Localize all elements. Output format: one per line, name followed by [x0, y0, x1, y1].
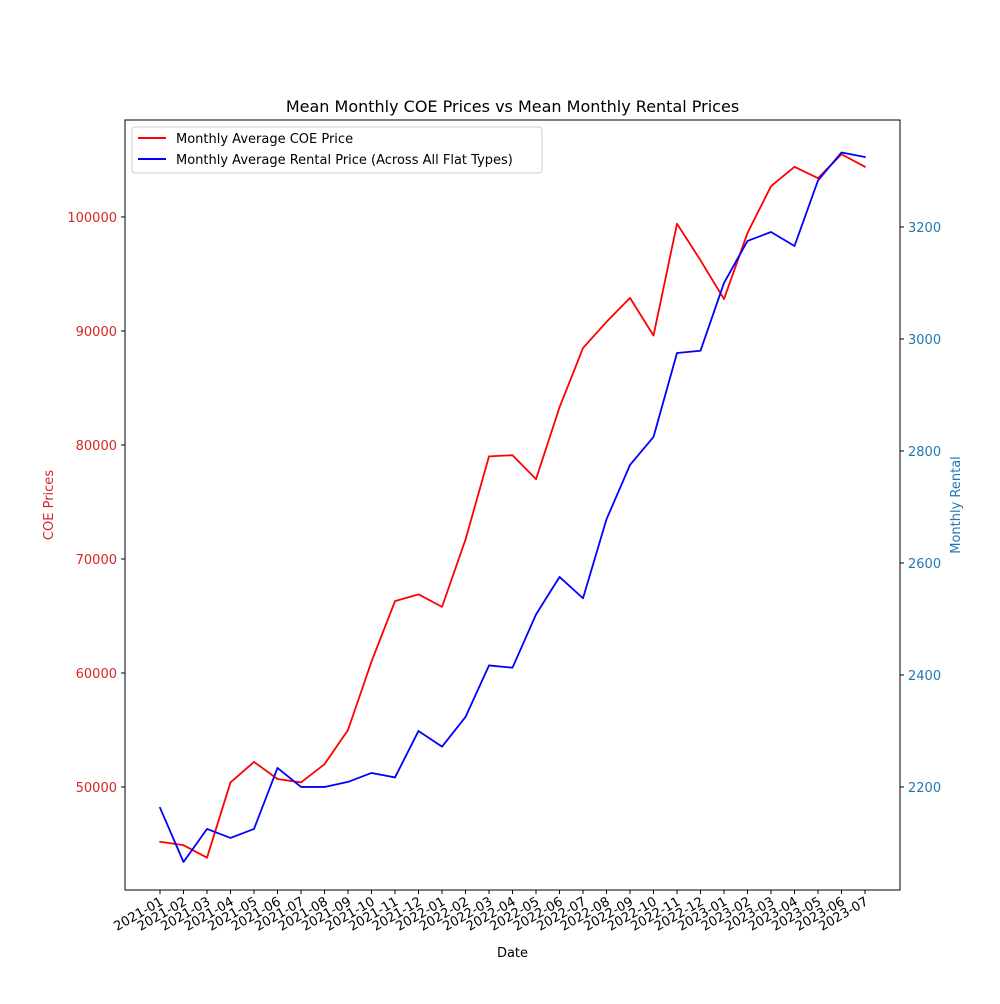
legend-label-rental: Monthly Average Rental Price (Across All… [176, 153, 513, 168]
chart-title: Mean Monthly COE Prices vs Mean Monthly … [286, 97, 739, 116]
y-axis-left-ticks: 50000 60000 70000 80000 90000 100000 [67, 211, 125, 796]
y-right-tick-label: 2200 [908, 781, 941, 796]
y-right-tick-label: 2800 [908, 445, 941, 460]
y-right-tick-label: 2400 [908, 669, 941, 684]
legend-label-coe: Monthly Average COE Price [176, 132, 353, 147]
y-right-tick-label: 2600 [908, 557, 941, 572]
series-line-coe [159, 153, 866, 859]
y-left-tick-label: 50000 [76, 781, 117, 796]
y-right-tick-label: 3200 [908, 221, 941, 236]
y-left-tick-label: 70000 [76, 553, 117, 568]
y-right-tick-label: 3000 [908, 333, 941, 348]
y-axis-right-ticks: 2200 2400 2600 2800 3000 3200 [900, 221, 941, 796]
y-left-tick-label: 80000 [76, 439, 117, 454]
legend: Monthly Average COE Price Monthly Averag… [131, 126, 543, 174]
y-left-tick-label: 90000 [76, 325, 117, 340]
series-line-rental [159, 151, 866, 863]
x-axis-label: Date [497, 946, 528, 961]
y-axis-right-label: Monthly Rental [949, 456, 964, 554]
series-layer [159, 151, 866, 863]
y-left-tick-label: 100000 [67, 211, 117, 226]
legend-box [131, 126, 543, 174]
y-left-tick-label: 60000 [76, 667, 117, 682]
y-axis-left-label: COE Prices [42, 470, 57, 540]
